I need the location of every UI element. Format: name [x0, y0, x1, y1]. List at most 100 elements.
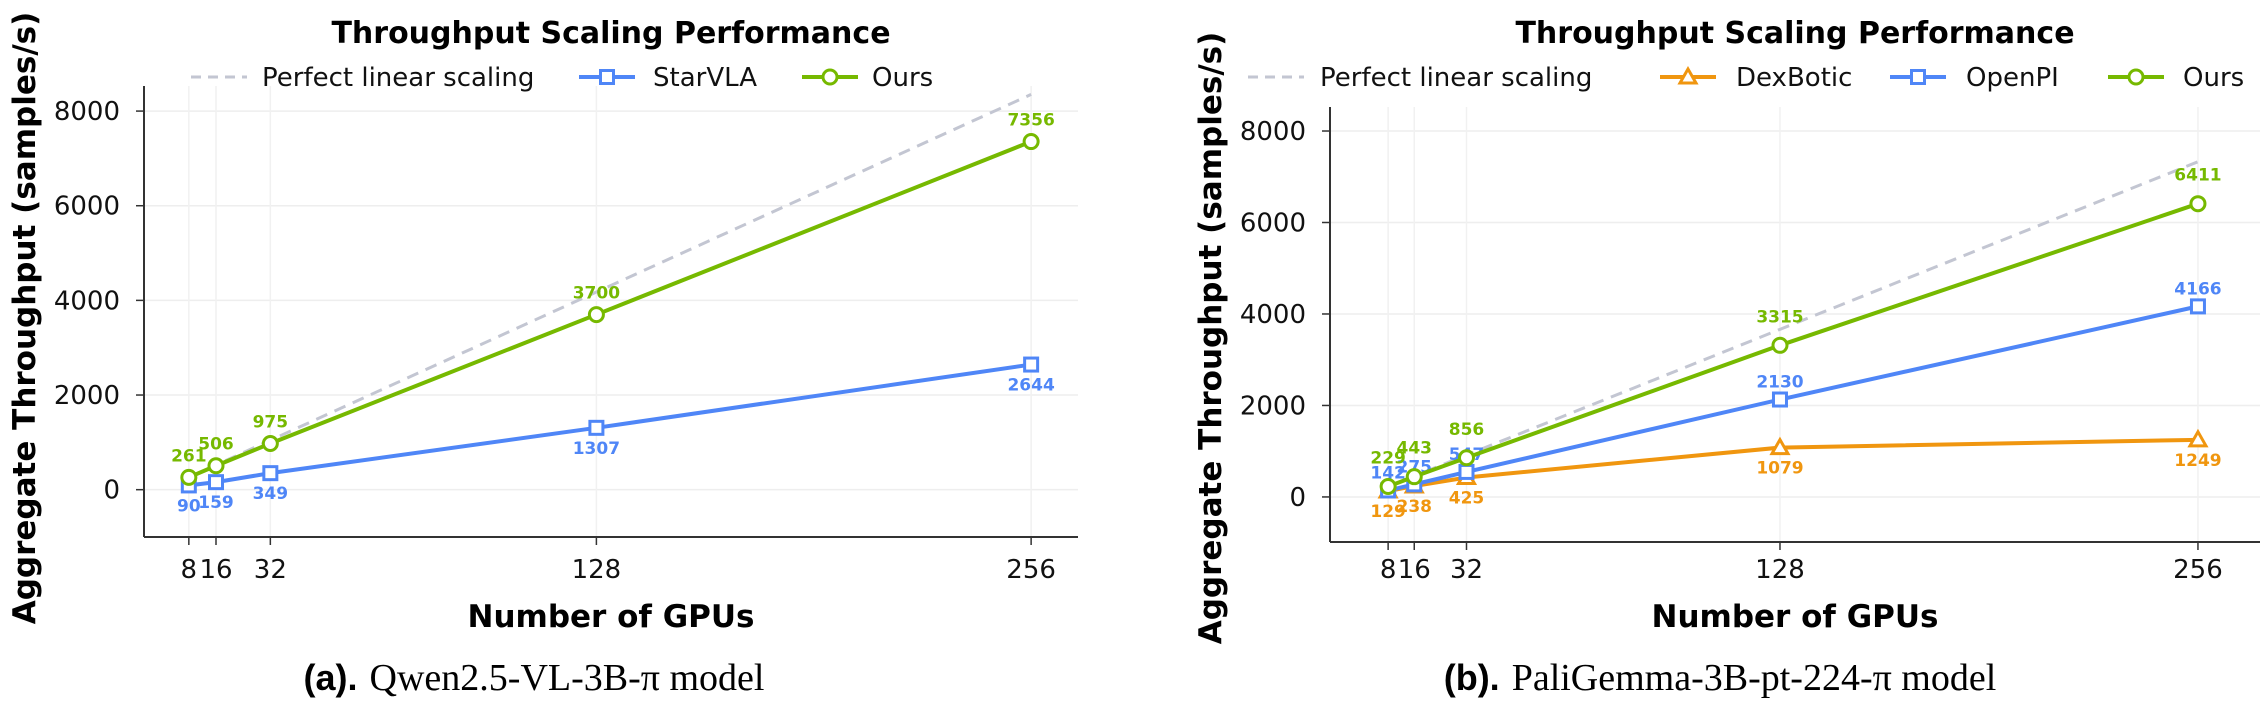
circle-marker: [2189, 195, 2207, 213]
data-label: 1079: [1756, 459, 1803, 479]
data-label: 129: [1370, 502, 1406, 522]
data-label: 425: [1449, 489, 1485, 509]
chart-title: Throughput Scaling Performance: [331, 16, 890, 51]
x-tick-label: 8: [1380, 555, 1397, 585]
circle-marker: [1379, 477, 1397, 495]
data-label: 506: [198, 435, 234, 455]
x-tick-label: 128: [572, 555, 622, 585]
legend-label: Ours: [872, 63, 933, 93]
legend-label: OpenPI: [1966, 63, 2059, 93]
data-label: 975: [253, 413, 289, 433]
y-tick-label: 4000: [1240, 300, 1306, 330]
caption: (a). Qwen2.5-VL-3B-π model: [304, 657, 765, 699]
data-label: 90: [177, 496, 201, 516]
data-label: 261: [171, 446, 207, 466]
data-label: 229: [1370, 448, 1406, 468]
x-tick-label: 16: [1398, 555, 1431, 585]
x-tick-label: 256: [2173, 555, 2223, 585]
chart-title: Throughput Scaling Performance: [1515, 16, 2074, 51]
y-tick-label: 6000: [1240, 208, 1306, 238]
y-tick-label: 2000: [54, 381, 120, 411]
square-marker: [262, 465, 279, 482]
data-label: 159: [198, 493, 234, 513]
square-marker: [588, 419, 605, 436]
legend-circle-marker: [2127, 68, 2145, 86]
x-tick-label: 8: [181, 555, 198, 585]
data-label: 3700: [573, 284, 620, 304]
x-tick-label: 32: [254, 555, 287, 585]
data-label: 349: [253, 484, 289, 504]
data-label: 7356: [1007, 111, 1054, 131]
caption: (b). PaliGemma-3B-pt-224-π model: [1444, 657, 1997, 699]
y-tick-label: 0: [103, 476, 120, 506]
y-tick-label: 4000: [54, 286, 120, 316]
legend-entry: Ours: [802, 63, 933, 93]
data-label: 142: [1370, 463, 1406, 483]
square-marker: [1023, 356, 1040, 373]
caption-text: PaliGemma-3B-pt-224-π model: [1512, 657, 1997, 699]
legend-entry: Perfect linear scaling: [1248, 63, 1592, 93]
legend-entry: OpenPI: [1890, 63, 2059, 93]
data-label: 3315: [1756, 307, 1803, 327]
x-tick-label: 256: [1006, 555, 1056, 585]
x-tick-label: 16: [199, 555, 232, 585]
legend-entry: StarVLA: [579, 63, 757, 93]
caption-text: Qwen2.5-VL-3B-π model: [370, 657, 765, 699]
y-axis-label: Aggregate Throughput (samples/s): [1193, 32, 1229, 645]
legend-entry: Ours: [2108, 63, 2244, 93]
legend-label: StarVLA: [653, 63, 757, 93]
legend-label: Perfect linear scaling: [1320, 63, 1592, 93]
circle-marker: [1022, 133, 1040, 151]
legend-square-marker: [599, 69, 615, 85]
data-label: 2644: [1007, 376, 1054, 396]
circle-marker: [1405, 468, 1423, 486]
circle-marker: [1457, 449, 1475, 467]
circle-marker: [261, 435, 279, 453]
data-label: 2130: [1756, 373, 1803, 393]
y-tick-label: 6000: [54, 192, 120, 222]
legend-label: Ours: [2183, 63, 2244, 93]
data-label: 4166: [2174, 279, 2221, 299]
legend-square-marker: [1910, 69, 1926, 85]
data-label: 6411: [2174, 166, 2221, 186]
caption-label: (b).: [1444, 657, 1500, 698]
x-tick-label: 32: [1450, 555, 1483, 585]
square-marker: [1771, 391, 1788, 408]
x-axis-label: Number of GPUs: [1652, 599, 1939, 635]
triangle-marker: [1769, 436, 1791, 456]
legend-circle-marker: [821, 68, 839, 86]
circle-marker: [180, 468, 198, 486]
y-tick-label: 8000: [54, 97, 120, 127]
y-axis-label: Aggregate Throughput (samples/s): [7, 12, 43, 625]
x-tick-label: 128: [1755, 555, 1805, 585]
circle-marker: [1771, 336, 1789, 354]
chart-panel-b: 0 2000 4000 6000 8000 8 16 32 128 256 Perfect line…: [1193, 16, 2260, 699]
legend-label: Perfect linear scaling: [262, 63, 534, 93]
x-axis-label: Number of GPUs: [468, 599, 755, 635]
legend-label: DexBotic: [1736, 63, 1852, 93]
circle-marker: [207, 457, 225, 475]
data-label: 238: [1396, 497, 1432, 517]
circle-marker: [587, 306, 605, 324]
y-tick-label: 2000: [1240, 391, 1306, 421]
data-label: 443: [1396, 439, 1432, 459]
y-tick-label: 0: [1289, 483, 1306, 513]
caption-label: (a).: [304, 657, 358, 698]
series-openpi: 14227554721304166: [1370, 279, 2222, 499]
triangle-marker: [2187, 428, 2209, 448]
square-marker: [1458, 463, 1475, 480]
y-tick-label: 8000: [1240, 117, 1306, 147]
data-label: 1307: [573, 439, 620, 459]
legend-entry: Perfect linear scaling: [191, 63, 534, 93]
data-label: 1249: [2174, 451, 2221, 471]
square-marker: [2189, 298, 2206, 315]
legend-triangle-marker: [1677, 65, 1699, 85]
square-marker: [208, 474, 225, 491]
legend-entry: DexBotic: [1660, 63, 1852, 93]
chart-panel-a: 0 2000 4000 6000 8000 8 16 32 128 256 Perfect line…: [7, 12, 1078, 699]
data-label: 856: [1449, 420, 1485, 440]
